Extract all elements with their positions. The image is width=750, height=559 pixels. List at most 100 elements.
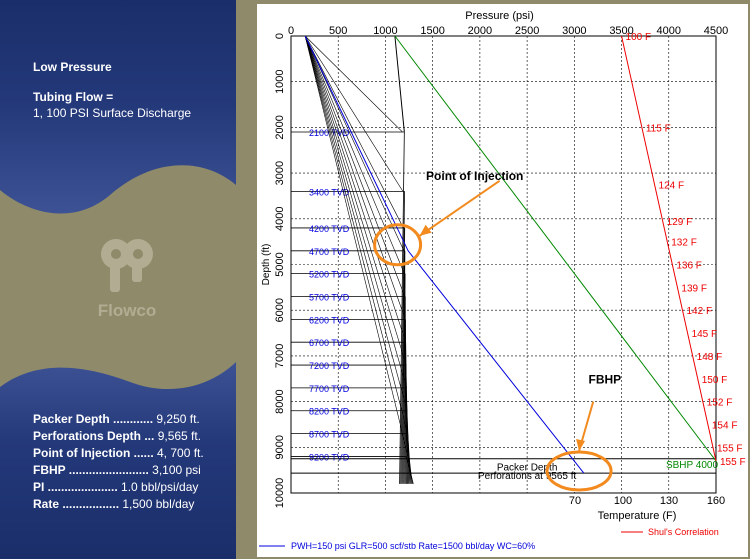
series-line-1 [394, 35, 717, 462]
gradient-fan-line [304, 35, 405, 251]
temperature-label: 100 F [626, 32, 652, 43]
temperature-label: 129 F [667, 217, 693, 228]
x-tick-label: 500 [329, 25, 347, 37]
gradient-fan-line [304, 35, 407, 366]
spec-label: PI ..................... [33, 480, 118, 494]
x-tick-label: 1000 [373, 25, 397, 37]
legend-right-text: Shul's Correlation [648, 527, 719, 537]
gradient-fan-line [304, 35, 408, 434]
tubing-strand [402, 250, 406, 484]
y-tick-label: 1000 [274, 69, 286, 93]
tvd-label: 2100 TVD [309, 128, 350, 138]
logo-text: Flowco [98, 301, 157, 320]
temperature-label: 136 F [676, 261, 702, 272]
packer-label: Packer Depth [497, 463, 558, 474]
spec-value: 1,500 bbl/day [119, 497, 195, 511]
heading: Low Pressure [33, 60, 112, 74]
tvd-label: 8700 TVD [309, 430, 350, 440]
temperature-label: 132 F [671, 238, 697, 249]
temp-axis-title: Temperature (F) [598, 510, 677, 522]
tvd-label: 7200 TVD [309, 361, 350, 371]
top-banner [0, 0, 236, 214]
tvd-label: 5700 TVD [309, 292, 350, 302]
gradient-fan-line [304, 35, 404, 192]
x-tick-label: 4500 [704, 25, 728, 37]
y-axis-title: Depth (ft) [261, 244, 272, 286]
chart-panel: Pressure (psi) 0 500 1000 1500 2000 2500 3000 35… [257, 4, 748, 557]
spec-row: Packer Depth ............ 9,250 ft. [33, 411, 233, 428]
x-tick-label: 3500 [609, 25, 633, 37]
gradient-fan-line [304, 35, 404, 229]
tubing-value: 1, 100 PSI Surface Discharge [33, 106, 192, 120]
tvd-label: 7700 TVD [309, 384, 350, 394]
spec-label: FBHP ........................ [33, 463, 149, 477]
y-tick-label: 0 [274, 33, 286, 39]
x-axis-title: Pressure (psi) [465, 10, 533, 22]
y-tick-label: 7000 [274, 344, 286, 368]
gradient-fan-line [304, 35, 407, 388]
tvd-label: 6700 TVD [309, 338, 350, 348]
spec-row: PI ..................... 1.0 bbl/psi/day [33, 479, 233, 496]
x-tick-label: 1500 [420, 25, 444, 37]
spec-row: Rate ................. 1,500 bbl/day [33, 496, 233, 513]
temperature-label: 139 F [681, 283, 707, 294]
fbhp-arrow-head [576, 439, 586, 452]
tvd-label: 4200 TVD [309, 224, 350, 234]
temperature-label: 154 F [712, 420, 738, 431]
temp-tick-label: 160 [707, 495, 725, 507]
gradient-fan-line [304, 35, 406, 297]
x-tick-label: 3000 [562, 25, 586, 37]
casing-line [394, 35, 405, 133]
sbhp-label: SBHP 4000 [666, 460, 719, 471]
spec-label: Rate ................. [33, 497, 120, 511]
spec-list: Packer Depth ............ 9,250 ft. Perfo… [33, 411, 233, 513]
spec-label: Perforations Depth ... [33, 429, 155, 443]
tubing-label: Tubing Flow = [33, 90, 114, 104]
y-tick-label: 8000 [274, 389, 286, 413]
tubing-strand [406, 456, 414, 484]
injection-annotation: Point of Injection [426, 169, 523, 183]
gradient-fan-line [304, 35, 405, 274]
bottom-banner [0, 362, 236, 559]
temperature-label: 155 F [720, 457, 746, 468]
gradient-fan-line [304, 35, 408, 411]
y-tick-label: 6000 [274, 298, 286, 322]
tubing-strand [400, 191, 405, 484]
legend-text: PWH=150 psi GLR=500 scf/stb Rate=1500 bb… [291, 541, 535, 551]
temperature-label: 148 F [697, 352, 723, 363]
temperature-label: 115 F [646, 123, 671, 134]
tvd-label: 4700 TVD [309, 247, 350, 257]
y-tick-label: 2000 [274, 115, 286, 139]
spec-value: 9,250 ft. [153, 412, 200, 426]
top-text-block: Low Pressure Tubing Flow = 1, 100 PSI Su… [33, 60, 233, 120]
spec-row: FBHP ........................ 3,100 psi [33, 462, 233, 479]
temperature-label: 142 F [686, 306, 712, 317]
y-tick-label: 5000 [274, 252, 286, 276]
injection-arrow-line [419, 179, 501, 237]
gradient-fan-line [304, 35, 406, 320]
series-line-2 [621, 35, 717, 462]
fbhp-highlight-ellipse [545, 450, 613, 492]
spec-label: Point of Injection ...... [33, 446, 154, 460]
temperature-label: 150 F [702, 375, 728, 386]
perforation-label: Perforations at 9565 ft [478, 471, 577, 482]
temp-tick-label: 70 [569, 495, 581, 507]
x-tick-label: 2000 [468, 25, 492, 37]
gradient-fan-line [304, 35, 409, 457]
spec-value: 4, 700 ft. [153, 446, 204, 460]
temperature-label: 145 F [692, 329, 718, 340]
spec-value: 3,100 psi [148, 463, 201, 477]
temperature-label: 152 F [707, 398, 733, 409]
spec-value: 1.0 bbl/psi/day [117, 480, 199, 494]
y-tick-label: 9000 [274, 435, 286, 459]
series-line-0 [304, 35, 585, 474]
injection-highlight-ellipse [373, 223, 423, 267]
x-tick-label: 0 [288, 25, 294, 37]
fbhp-annotation: FBHP [589, 372, 622, 386]
spec-label: Packer Depth ............ [33, 412, 154, 426]
temperature-label: 124 F [659, 181, 685, 192]
x-tick-label: 2500 [515, 25, 539, 37]
spec-value: 9,565 ft. [154, 429, 202, 443]
y-tick-label: 3000 [274, 161, 286, 185]
tvd-label: 6200 TVD [309, 315, 350, 325]
